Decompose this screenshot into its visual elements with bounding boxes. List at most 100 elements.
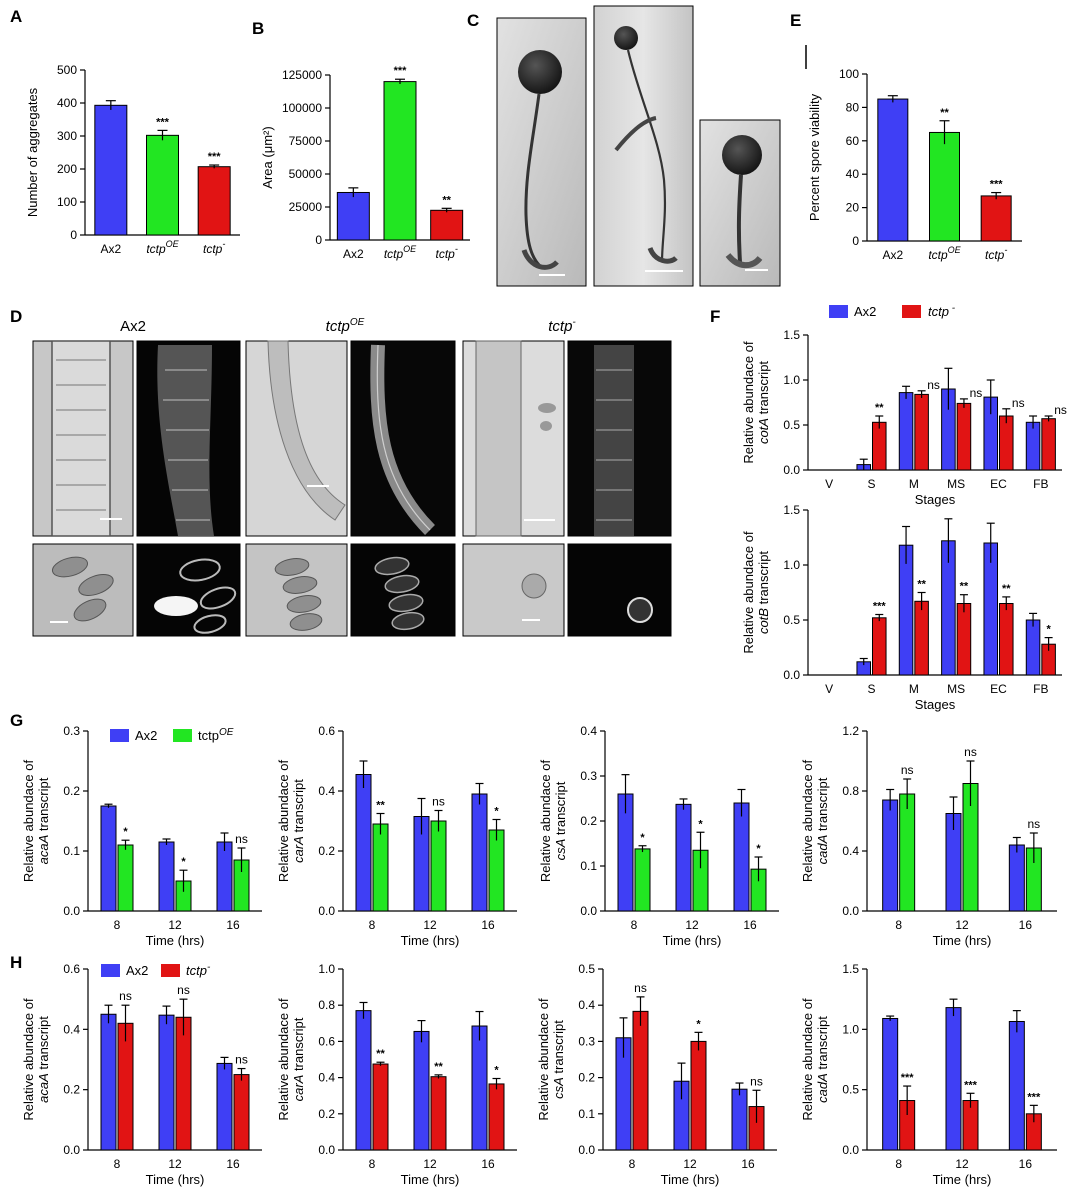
x-axis-label: Stages (915, 492, 956, 507)
y-axis-label: Percent spore viability (807, 93, 822, 221)
legend-swatch-ax2 (110, 729, 129, 742)
chart-h-cada: 0.0 0.5 1.0 1.5 Relative abundace ofcadA tra… (800, 962, 1057, 1187)
bar (1008, 1020, 1025, 1151)
y-tick-label: 0.6 (318, 724, 335, 738)
bar (216, 841, 233, 912)
bar (471, 793, 488, 912)
bar (372, 1063, 389, 1151)
y-tick-label: 0.0 (842, 1143, 859, 1157)
bar (336, 191, 370, 241)
significance-label: ** (875, 402, 884, 414)
y-tick-label: 0.5 (578, 962, 595, 976)
y-axis-label: Number of aggregates (25, 87, 40, 217)
micrograph-c3 (699, 119, 781, 287)
y-tick-label: 0.0 (318, 1143, 335, 1157)
bar (216, 1062, 233, 1151)
bar (372, 823, 389, 912)
x-tick-label: Ax2 (882, 248, 903, 262)
y-tick-label: 0.4 (63, 1022, 80, 1036)
bar (94, 104, 128, 236)
y-tick-label: 0.0 (842, 904, 859, 918)
x-axis-label: Time (hrs) (146, 933, 205, 948)
bar (488, 1083, 505, 1151)
bar (632, 1010, 649, 1151)
bar (945, 1007, 962, 1151)
d-title-ax2: Ax2 (120, 318, 146, 335)
x-tick-label: 16 (743, 918, 757, 932)
y-tick-label: 1.0 (318, 962, 335, 976)
y-tick-label: 0.1 (580, 859, 597, 873)
micrograph-c2 (593, 5, 694, 287)
y-tick-label: 0.0 (318, 904, 335, 918)
x-tick-label: MS (947, 477, 965, 491)
x-tick-label: tctpOE (146, 239, 179, 256)
y-tick-label: 1.5 (783, 503, 800, 517)
chart-g-csa: 0.0 0.1 0.2 0.3 0.4 Relative abundace ofcsA t… (538, 724, 779, 948)
y-tick-label: 0.5 (842, 1083, 859, 1097)
micrograph-d-ax2-spores-dic (32, 543, 134, 637)
legend-swatch-ax2 (829, 305, 848, 318)
y-tick-label: 0.4 (318, 1071, 335, 1085)
bar (100, 805, 117, 912)
significance-label: ns (964, 745, 977, 759)
y-tick-label: 0.3 (63, 724, 80, 738)
y-tick-label: 0.2 (63, 1083, 80, 1097)
y-tick-label: 0.8 (318, 998, 335, 1012)
x-tick-label: 12 (168, 918, 182, 932)
significance-label: *** (156, 116, 170, 128)
bar (914, 600, 929, 676)
bar (956, 402, 972, 471)
y-axis-label: Relative abundace ofcotB transcript (741, 531, 771, 654)
significance-label: ns (1027, 817, 1040, 831)
x-tick-label: FB (1033, 682, 1048, 696)
bar (158, 1014, 175, 1151)
chart-b: 0 25000 50000 75000 100000 125000 Area (μm²) Ax… (260, 65, 470, 261)
significance-label: ** (376, 800, 385, 812)
bar (1041, 418, 1056, 471)
significance-label: ns (119, 989, 132, 1003)
legend-swatch-oe (173, 729, 192, 742)
legend-g: Ax2 tctpOE (110, 727, 234, 743)
significance-label: ns (432, 795, 445, 809)
bar (882, 799, 899, 912)
x-tick-label: 16 (741, 1157, 755, 1171)
significance-label: ** (940, 107, 949, 119)
y-tick-label: 1.2 (842, 724, 859, 738)
bar (877, 98, 909, 242)
legend-swatch-ko (161, 964, 180, 977)
y-tick-label: 0.1 (63, 844, 80, 858)
bar (731, 1088, 748, 1151)
chart-f-cota: 0.0 0.5 1.0 1.5 Relative abundace ofcotA tra… (741, 328, 1067, 507)
bar (488, 829, 505, 912)
y-tick-label: 40 (846, 167, 860, 181)
x-tick-label: 12 (685, 918, 699, 932)
significance-label: * (756, 843, 761, 855)
y-tick-label: 200 (57, 162, 77, 176)
significance-label: * (640, 832, 645, 844)
x-tick-label: 12 (955, 1157, 969, 1171)
y-tick-label: 125000 (282, 68, 322, 82)
significance-label: ns (177, 983, 190, 997)
legend-f: Ax2 tctp - (829, 303, 956, 319)
bar (999, 415, 1014, 471)
significance-label: * (494, 806, 499, 818)
y-tick-label: 0.4 (842, 844, 859, 858)
bar (898, 392, 914, 471)
x-tick-label: 16 (226, 918, 240, 932)
x-tick-label: EC (990, 682, 1007, 696)
x-tick-label: V (825, 682, 833, 696)
significance-label: ** (434, 1061, 443, 1073)
significance-label: * (123, 826, 128, 838)
significance-label: *** (873, 601, 887, 613)
panel-letter-h: H (10, 953, 22, 972)
significance-label: *** (990, 179, 1004, 191)
x-axis-label: Time (hrs) (933, 933, 992, 948)
significance-label: ** (1002, 583, 1011, 595)
micrograph-d-ko-spores-fluor (567, 543, 672, 637)
bar (383, 81, 417, 241)
y-tick-label: 0.1 (578, 1107, 595, 1121)
x-tick-label: 12 (168, 1157, 182, 1171)
bar (690, 1040, 707, 1151)
d-title-ko: tctp- (548, 317, 576, 335)
y-axis-label: Relative abundace ofcsA transcript (538, 760, 568, 883)
